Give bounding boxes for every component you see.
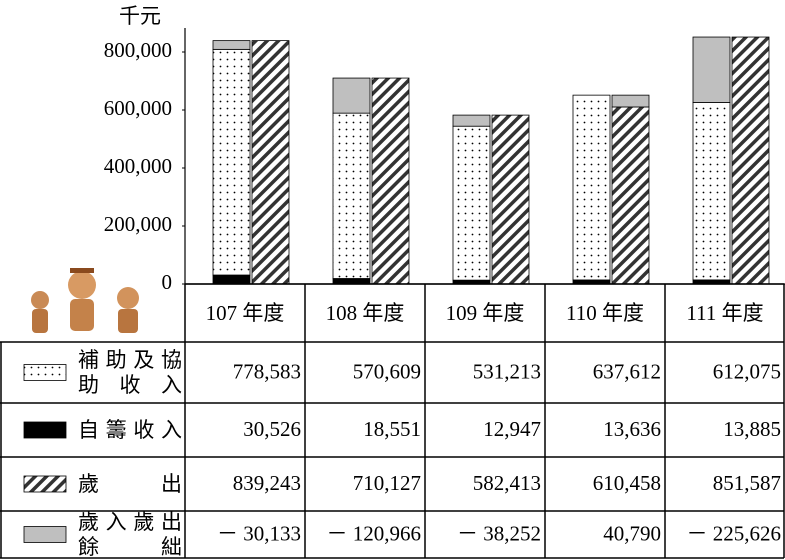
value-label: 531,213 <box>473 359 541 383</box>
value-label: － 225,626 <box>687 521 782 545</box>
category-label: 109 年度 <box>446 301 525 325</box>
category-label: 108 年度 <box>326 301 405 325</box>
bar-subsidy <box>692 102 731 281</box>
category-label: 107 年度 <box>206 301 285 325</box>
y-tick-label: 200,000 <box>104 212 172 236</box>
bar-subsidy <box>212 48 251 276</box>
bar-balance <box>611 94 650 108</box>
y-tick-label: 0 <box>162 270 173 294</box>
bar-expense <box>491 114 530 285</box>
y-tick-label: 400,000 <box>104 154 172 178</box>
value-label: 13,885 <box>723 417 781 441</box>
legend-label: 自籌收入 <box>78 417 182 442</box>
value-label: 710,127 <box>353 471 421 495</box>
legend-label: 歲出 <box>78 471 182 496</box>
legend-swatch <box>23 526 67 543</box>
value-label: 839,243 <box>233 471 301 495</box>
bar-expense <box>251 40 290 285</box>
bar-expense <box>611 106 650 285</box>
y-unit: 千元 <box>119 4 161 28</box>
value-label: 778,583 <box>233 359 301 383</box>
bar-balance <box>452 114 491 127</box>
legend-swatch <box>23 421 67 439</box>
legend-swatch <box>23 364 67 381</box>
value-label: 30,526 <box>243 417 301 441</box>
bar-expense <box>371 77 410 285</box>
category-label: 111 年度 <box>686 301 763 325</box>
value-label: 610,458 <box>593 471 661 495</box>
kids-illustration <box>31 268 139 333</box>
value-label: 12,947 <box>483 417 541 441</box>
bar-balance <box>692 36 731 103</box>
value-label: 18,551 <box>363 417 421 441</box>
bar-subsidy <box>572 94 611 281</box>
value-label: 13,636 <box>603 417 661 441</box>
value-label: 851,587 <box>713 471 781 495</box>
legend-label: 歲入歲出餘絀 <box>78 509 182 559</box>
value-label: － 120,966 <box>327 521 422 545</box>
value-label: 637,612 <box>593 359 661 383</box>
value-label: 570,609 <box>353 359 421 383</box>
value-label: 612,075 <box>713 359 781 383</box>
bar-self-funded <box>332 278 371 285</box>
value-label: － 38,252 <box>457 521 541 545</box>
bar-subsidy <box>332 112 371 280</box>
y-tick-label: 600,000 <box>104 96 172 120</box>
value-label: － 30,133 <box>217 521 301 545</box>
value-label: 40,790 <box>603 521 661 545</box>
category-label: 110 年度 <box>566 301 644 325</box>
bar-self-funded <box>212 274 251 285</box>
legend-label: 補助及協助收入 <box>78 347 182 397</box>
bar-expense <box>731 36 770 285</box>
bar-balance <box>212 40 251 50</box>
y-tick-label: 800,000 <box>104 38 172 62</box>
value-label: 582,413 <box>473 471 541 495</box>
legend-swatch <box>23 475 67 493</box>
bar-subsidy <box>452 125 491 281</box>
bar-balance <box>332 77 371 114</box>
